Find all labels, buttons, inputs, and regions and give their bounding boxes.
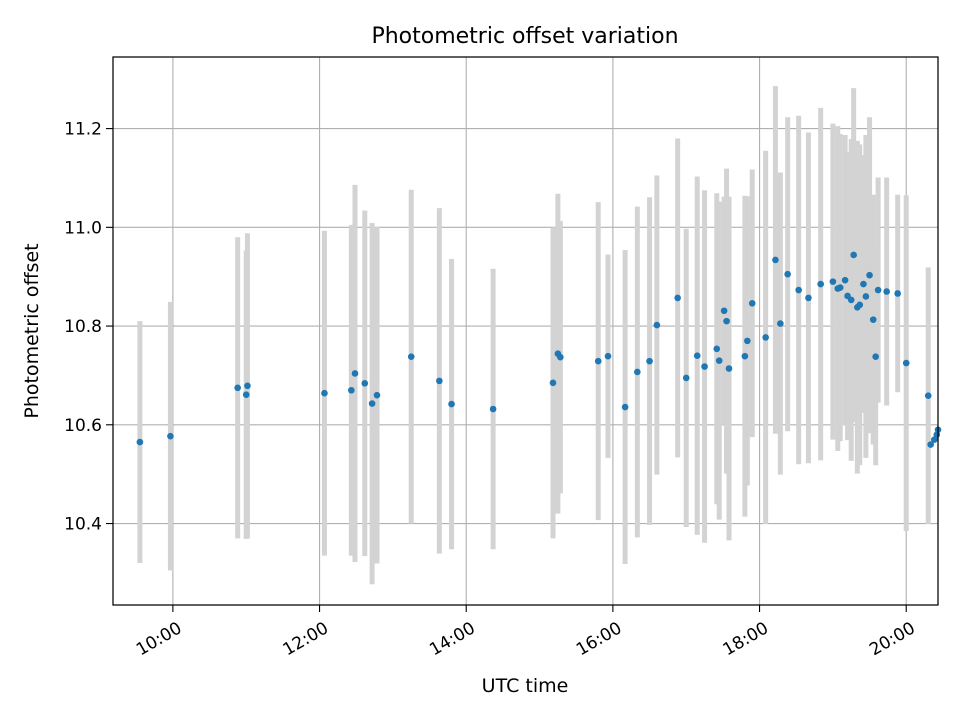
- data-point-0-30: [720, 307, 728, 315]
- data-point-0-28: [713, 345, 721, 353]
- y-tick-label-0: 10.4: [64, 515, 102, 535]
- y-tick-label-4: 11.2: [64, 120, 102, 140]
- data-point-0-3: [242, 391, 250, 398]
- y-tick-label-2: 10.8: [64, 317, 102, 337]
- data-point-0-52: [860, 280, 867, 288]
- data-point-0-1: [167, 432, 174, 440]
- data-point-0-23: [653, 321, 661, 329]
- data-point-0-21: [634, 368, 641, 376]
- data-point-0-13: [448, 400, 455, 408]
- data-point-0-55: [869, 316, 877, 323]
- x-tick-label-4: 18:00: [720, 618, 772, 660]
- data-point-0-39: [784, 270, 791, 278]
- x-tick-label-5: 20:00: [866, 618, 918, 660]
- x-axis-label: UTC time: [482, 675, 569, 697]
- data-point-0-46: [841, 276, 849, 284]
- data-points: [136, 251, 942, 448]
- data-point-0-5: [321, 389, 328, 397]
- data-point-0-63: [931, 436, 938, 443]
- data-point-0-20: [621, 403, 629, 411]
- chart-title: Photometric offset variation: [371, 24, 678, 49]
- x-tick-label-0: 10:00: [133, 618, 185, 660]
- data-point-0-9: [368, 400, 376, 407]
- data-point-0-49: [850, 251, 857, 259]
- data-point-0-36: [762, 334, 769, 341]
- data-point-0-56: [872, 353, 879, 360]
- data-point-0-48: [847, 296, 855, 304]
- data-point-0-31: [723, 317, 730, 325]
- plot-frame: [112, 56, 939, 606]
- data-point-0-58: [883, 288, 890, 295]
- data-point-0-35: [748, 300, 756, 307]
- y-axis-label: Photometric offset: [21, 243, 43, 418]
- data-point-0-6: [348, 386, 355, 394]
- data-point-0-19: [604, 352, 612, 360]
- data-point-0-11: [407, 353, 415, 360]
- error-bars: [137, 86, 931, 585]
- data-point-0-12: [436, 377, 443, 385]
- data-point-0-29: [715, 357, 723, 364]
- data-point-0-7: [351, 370, 359, 377]
- data-point-0-10: [373, 391, 381, 399]
- data-point-0-38: [777, 320, 784, 327]
- data-point-0-57: [874, 286, 882, 294]
- x-tick-label-1: 12:00: [280, 618, 332, 660]
- data-point-0-60: [902, 359, 910, 367]
- data-point-0-4: [244, 382, 251, 390]
- data-point-0-53: [862, 293, 870, 300]
- data-point-0-62: [927, 441, 934, 448]
- data-point-0-42: [817, 280, 824, 288]
- data-point-0-18: [594, 357, 602, 365]
- data-point-0-54: [866, 271, 873, 279]
- data-point-0-24: [674, 294, 681, 302]
- data-point-0-59: [894, 290, 901, 297]
- data-point-0-40: [795, 286, 802, 294]
- data-point-0-51: [856, 301, 864, 309]
- y-tick-label-3: 11.0: [64, 218, 102, 238]
- data-point-0-26: [693, 352, 701, 359]
- y-tick-label-1: 10.6: [64, 416, 102, 436]
- data-point-0-27: [701, 363, 708, 370]
- data-point-0-8: [361, 380, 369, 387]
- data-point-0-43: [829, 278, 837, 285]
- data-point-0-15: [549, 379, 557, 387]
- data-point-0-14: [489, 405, 497, 413]
- data-point-0-41: [805, 294, 812, 302]
- x-tick-label-3: 16:00: [573, 618, 625, 660]
- data-point-0-25: [682, 374, 690, 382]
- data-point-0-2: [234, 384, 241, 392]
- data-point-0-32: [725, 365, 733, 372]
- data-point-0-37: [772, 256, 779, 264]
- data-point-0-33: [741, 352, 749, 360]
- data-point-0-61: [924, 392, 932, 399]
- data-point-0-22: [646, 357, 653, 365]
- data-point-0-34: [744, 337, 751, 345]
- data-point-0-45: [836, 284, 844, 291]
- data-point-0-0: [136, 438, 144, 446]
- data-point-0-17: [557, 353, 564, 361]
- x-tick-label-2: 14:00: [426, 618, 478, 660]
